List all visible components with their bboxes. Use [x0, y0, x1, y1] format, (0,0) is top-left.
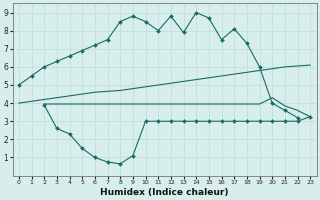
- X-axis label: Humidex (Indice chaleur): Humidex (Indice chaleur): [100, 188, 229, 197]
